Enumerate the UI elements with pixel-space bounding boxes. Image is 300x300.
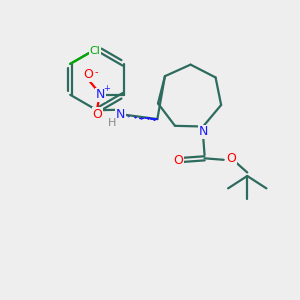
Text: O: O: [92, 108, 102, 121]
Text: +: +: [103, 84, 110, 93]
Text: O: O: [83, 68, 93, 81]
Text: Cl: Cl: [89, 46, 100, 56]
Text: H: H: [108, 118, 116, 128]
Text: -: -: [94, 67, 98, 77]
Text: O: O: [173, 154, 183, 167]
Text: N: N: [199, 125, 208, 138]
Text: O: O: [226, 152, 236, 165]
Text: N: N: [116, 108, 125, 121]
Text: N: N: [95, 88, 105, 101]
